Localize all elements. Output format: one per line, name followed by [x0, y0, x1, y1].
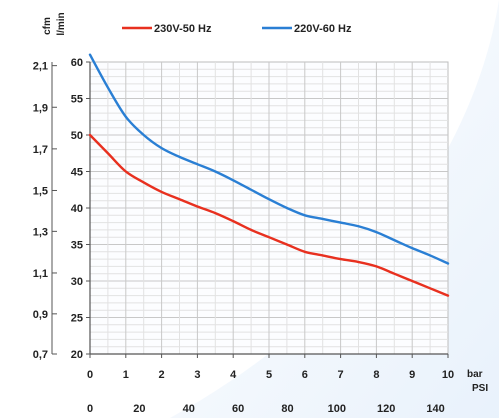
x-tick-label: 2 — [159, 369, 165, 381]
x2-tick-label: 100 — [328, 403, 346, 415]
x-tick-label: 7 — [338, 369, 344, 381]
legend: 230V-50 Hz 220V-60 Hz — [122, 23, 352, 35]
x2-tick-label: 0 — [87, 403, 93, 415]
y-tick-label: 30 — [71, 276, 83, 288]
x2-tick-label: 80 — [281, 403, 293, 415]
y2-tick-label: 1,3 — [33, 226, 48, 238]
x2-axis-unit: PSI — [472, 383, 488, 394]
tick-labels: 2025303540455055600,70,91,11,31,51,71,92… — [33, 57, 454, 415]
x-tick-label: 5 — [266, 369, 272, 381]
y2-tick-label: 1,1 — [33, 268, 48, 280]
series-line-2 — [88, 53, 450, 265]
x-tick-label: 0 — [87, 369, 93, 381]
x-tick-label: 8 — [373, 369, 379, 381]
y-tick-label: 45 — [71, 167, 83, 179]
series-line-1 — [88, 133, 450, 297]
y-tick-label: 55 — [71, 94, 83, 106]
y2-tick-label: 0,9 — [33, 309, 48, 321]
x2-tick-label: 40 — [183, 403, 195, 415]
y2-tick-label: 2,1 — [33, 61, 48, 73]
x-tick-label: 9 — [409, 369, 415, 381]
y-tick-label: 20 — [71, 349, 83, 361]
y2-tick-label: 1,9 — [33, 102, 48, 114]
legend-label-2: 220V-60 Hz — [294, 23, 352, 35]
y-tick-label: 35 — [71, 240, 83, 252]
y2-tick-label: 1,7 — [33, 144, 48, 156]
x-tick-label: 3 — [194, 369, 200, 381]
axis-units: cfm l/min bar PSI — [42, 12, 488, 394]
y2-tick-label: 0,7 — [33, 349, 48, 361]
grid — [90, 62, 448, 354]
x2-tick-label: 60 — [232, 403, 244, 415]
y-tick-label: 50 — [71, 130, 83, 142]
x2-tick-label: 140 — [426, 403, 444, 415]
y2-axis-unit: cfm — [42, 17, 53, 35]
y-tick-label: 40 — [71, 203, 83, 215]
x-tick-label: 1 — [123, 369, 129, 381]
x2-tick-label: 120 — [377, 403, 395, 415]
x-axis-unit: bar — [467, 369, 483, 380]
x-tick-label: 10 — [442, 369, 454, 381]
x-tick-label: 6 — [302, 369, 308, 381]
series-lines — [88, 53, 450, 297]
x-tick-label: 4 — [230, 369, 237, 381]
x2-tick-label: 20 — [133, 403, 145, 415]
y2-tick-label: 1,5 — [33, 185, 48, 197]
y-axis-unit: l/min — [56, 12, 67, 35]
y-tick-label: 60 — [71, 57, 83, 69]
legend-label-1: 230V-50 Hz — [154, 23, 212, 35]
axes — [51, 61, 449, 358]
y-tick-label: 25 — [71, 313, 83, 325]
